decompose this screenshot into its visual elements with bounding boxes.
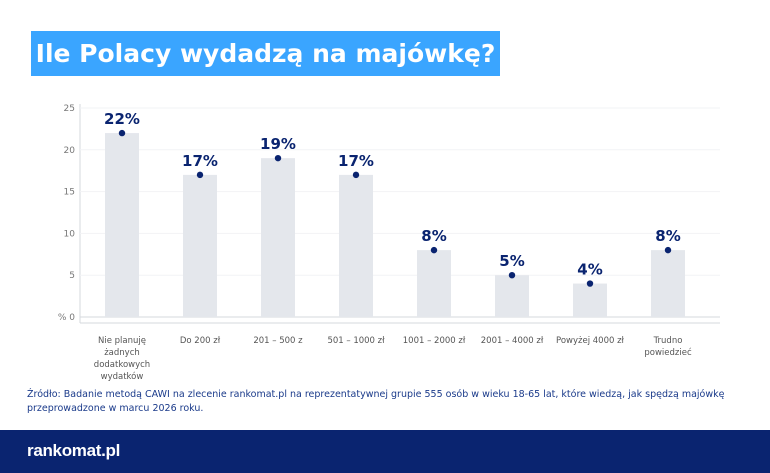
x-tick-label: 1001 – 2000 zł bbox=[403, 336, 466, 346]
x-tick-label: Powyżej 4000 zł bbox=[556, 336, 625, 346]
data-label: 17% bbox=[338, 152, 374, 170]
data-label: 22% bbox=[104, 110, 140, 128]
bar bbox=[417, 250, 451, 317]
y-tick-label: 15 bbox=[64, 188, 75, 198]
x-tick-label: 501 – 1000 zł bbox=[327, 336, 385, 346]
data-label: 5% bbox=[499, 252, 524, 270]
x-tick-label: Do 200 zł bbox=[180, 336, 221, 346]
x-tick-label: 2001 – 4000 zł bbox=[481, 336, 544, 346]
bar-chart: % 0 5 10 15 20 25 22% Nie planuję żadnych dodatko… bbox=[58, 104, 720, 382]
bar bbox=[183, 174, 217, 317]
data-label: 19% bbox=[260, 135, 296, 153]
data-point bbox=[664, 246, 672, 254]
y-tick-label: 5 bbox=[69, 271, 75, 281]
bar bbox=[573, 283, 607, 317]
x-tick-label: Trudno powiedzieć bbox=[644, 336, 692, 358]
data-label: 8% bbox=[655, 227, 680, 245]
data-point bbox=[118, 129, 126, 137]
data-label: 8% bbox=[421, 227, 446, 245]
data-label: 17% bbox=[182, 152, 218, 170]
bar bbox=[339, 174, 373, 317]
data-point bbox=[508, 272, 516, 279]
y-tick-label: 20 bbox=[64, 146, 76, 156]
y-tick-label: % 0 bbox=[58, 313, 75, 323]
source-note: Źródło: Badanie metodą CAWI na zlecenie … bbox=[27, 389, 725, 414]
data-point bbox=[274, 154, 282, 162]
data-label: 4% bbox=[577, 261, 602, 279]
bar bbox=[651, 250, 685, 317]
bar bbox=[105, 133, 139, 317]
y-tick-label: 25 bbox=[64, 104, 75, 114]
x-tick-label: Nie planuję żadnych dodatkowych wydatków bbox=[94, 336, 150, 382]
x-tick-label: 201 – 500 z bbox=[253, 336, 303, 346]
data-point bbox=[196, 171, 204, 179]
bar bbox=[495, 275, 529, 317]
chart-title: Ile Polacy wydadzą na majówkę? bbox=[31, 31, 500, 76]
footer-bar: rankomat.pl bbox=[0, 430, 770, 473]
bar bbox=[261, 158, 295, 317]
data-point bbox=[430, 246, 438, 254]
rankomat-logo: rankomat.pl bbox=[27, 441, 121, 460]
y-tick-label: 10 bbox=[64, 229, 76, 239]
data-point bbox=[352, 171, 360, 179]
data-point bbox=[586, 280, 594, 287]
